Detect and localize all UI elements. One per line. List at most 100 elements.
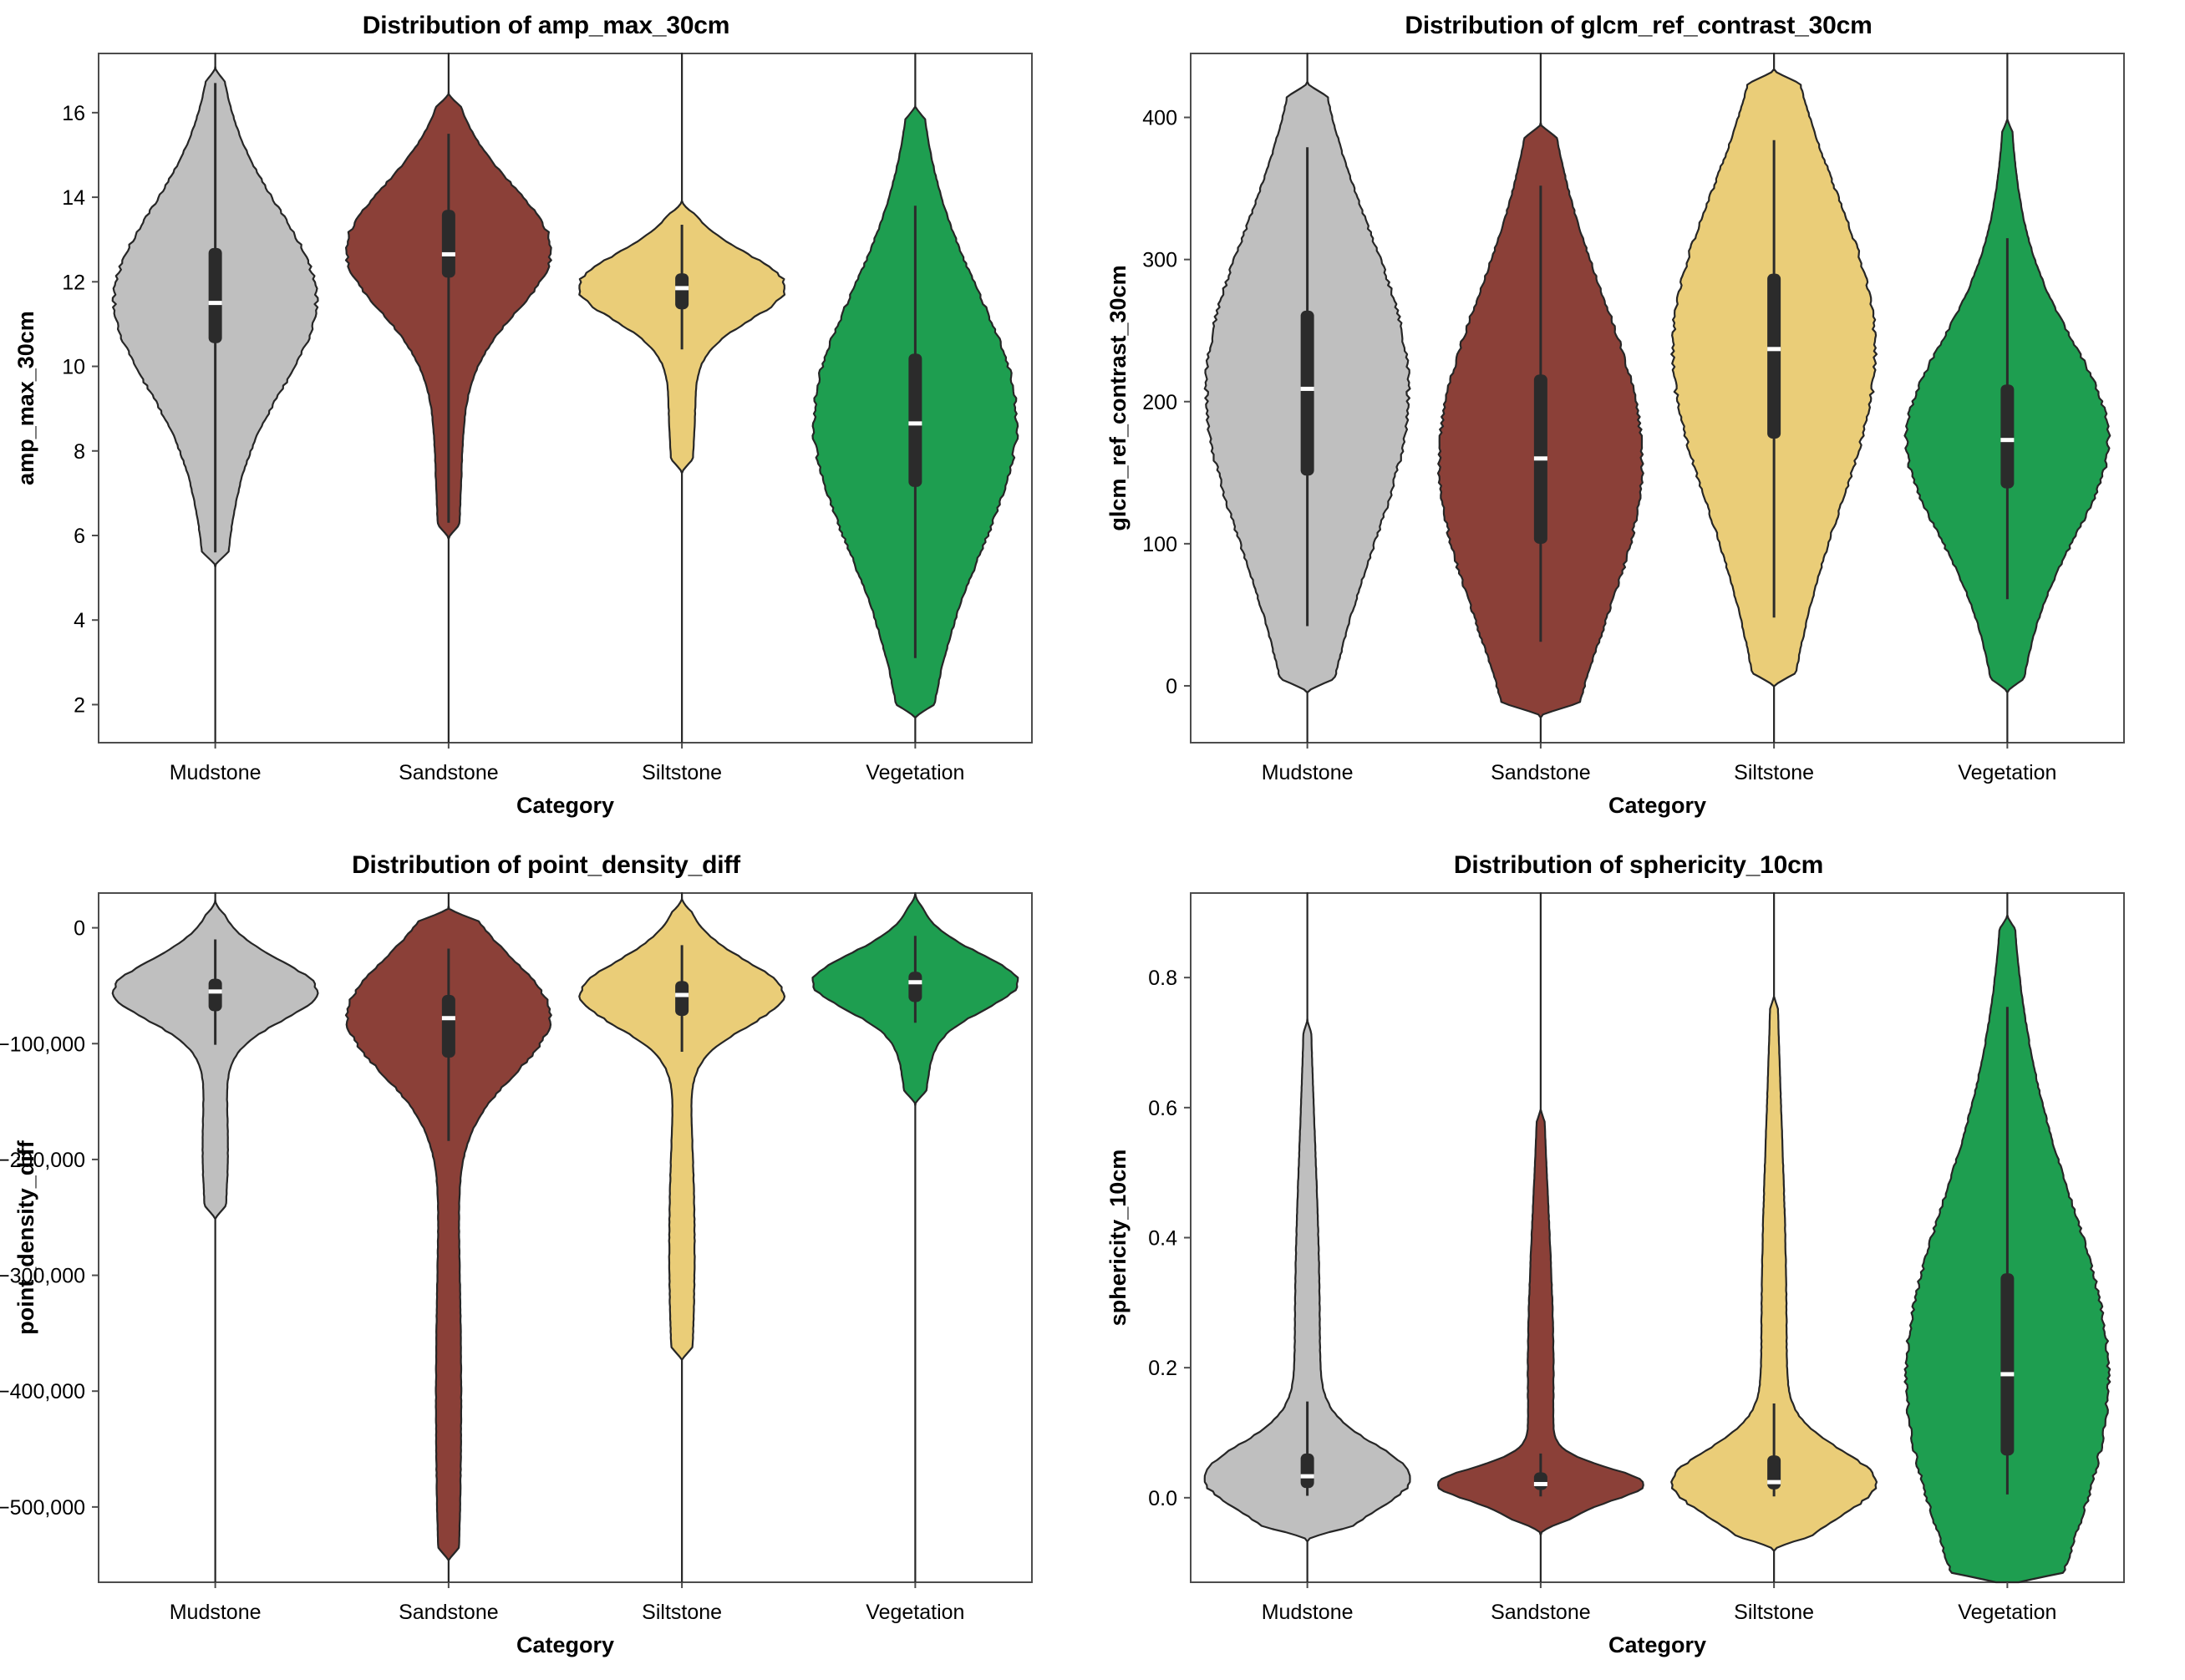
violin-mudstone [1203, 52, 1411, 744]
y-tick-label: 0.4 [1148, 1227, 1177, 1251]
violin-sandstone [344, 891, 552, 1584]
y-axis-label: amp_max_30cm [13, 311, 38, 485]
x-tick-label-sandstone: Sandstone [399, 761, 499, 784]
violin-siltstone [578, 52, 786, 744]
iqr-box [441, 995, 455, 1058]
y-axis-label: sphericity_10cm [1105, 1150, 1131, 1327]
violin-vegetation [811, 891, 1019, 1584]
median-marker [441, 1016, 455, 1021]
y-tick-label: 4 [74, 609, 85, 632]
panel-point-density-diff: Distribution of point_density_diff 0 −100… [0, 840, 1092, 1680]
median-marker [208, 989, 222, 994]
iqr-box [208, 978, 222, 1012]
violin-body [811, 891, 1019, 1584]
iqr-box [2000, 384, 2015, 489]
iqr-box [675, 981, 689, 1016]
median-marker [208, 301, 222, 306]
x-tick-label-mudstone: Mudstone [170, 1601, 262, 1624]
iqr-box [2000, 1273, 2015, 1456]
violin-body [1203, 891, 1411, 1584]
y-tick-label: 0.0 [1148, 1487, 1177, 1510]
x-axis-label: Category [1608, 793, 1706, 818]
y-tick-label: 2 [74, 693, 85, 717]
x-tick-label-mudstone: Mudstone [1262, 761, 1354, 784]
iqr-box [908, 972, 922, 1002]
x-tick-label-vegetation: Vegetation [1958, 1601, 2056, 1624]
median-marker [1533, 1481, 1547, 1486]
violin-siltstone [1670, 52, 1878, 744]
x-tick-label-siltstone: Siltstone [1734, 1601, 1814, 1624]
iqr-box [1767, 273, 1781, 439]
violin-sandstone [1436, 891, 1644, 1584]
median-marker [2000, 1372, 2015, 1377]
y-tick-label: 14 [62, 186, 85, 210]
y-tick-label: −500,000 [0, 1496, 85, 1520]
median-marker [1300, 386, 1314, 391]
y-tick-label: −400,000 [0, 1380, 85, 1403]
median-marker [2000, 438, 2015, 443]
violin-body [1670, 891, 1878, 1584]
median-marker [1300, 1474, 1314, 1479]
violin-vegetation [1903, 52, 2111, 744]
x-tick-label-vegetation: Vegetation [866, 761, 964, 784]
iqr-box [208, 247, 222, 343]
y-tick-label: 0.6 [1148, 1097, 1177, 1120]
y-tick-label: 8 [74, 440, 85, 464]
violin-mudstone [111, 52, 319, 744]
violin-sandstone [1436, 52, 1644, 744]
y-tick-label: 0 [1166, 675, 1177, 698]
violin-vegetation [811, 52, 1019, 744]
violin-vegetation [1903, 891, 2111, 1584]
x-axis-label: Category [1608, 1632, 1706, 1657]
x-tick-label-siltstone: Siltstone [642, 761, 722, 784]
violin-chart: 0 100 200 300 400 Mudstone Sandstone Siltstone V… [1105, 52, 2125, 818]
y-tick-label: 100 [1142, 533, 1177, 556]
x-tick-label-vegetation: Vegetation [866, 1601, 964, 1624]
panel-title: Distribution of point_density_diff [352, 851, 740, 879]
violin-sandstone [344, 52, 552, 744]
x-tick-label-mudstone: Mudstone [170, 761, 262, 784]
median-marker [1767, 347, 1781, 352]
panel-title: Distribution of glcm_ref_contrast_30cm [1405, 12, 1872, 39]
panel-sphericity-10cm: Distribution of sphericity_10cm 0.0 0.2 0.… [1092, 840, 2185, 1680]
x-tick-label-siltstone: Siltstone [1734, 761, 1814, 784]
x-axis-label: Category [516, 793, 614, 818]
panel-title: Distribution of sphericity_10cm [1453, 851, 1824, 879]
iqr-box [1300, 1453, 1314, 1489]
y-tick-label: 10 [62, 356, 85, 379]
iqr-box [1533, 1472, 1547, 1490]
y-tick-label: −200,000 [0, 1149, 85, 1172]
y-tick-label: 0.2 [1148, 1357, 1177, 1380]
violin-body [578, 891, 786, 1584]
violin-siltstone [578, 891, 786, 1584]
y-tick-label: 0.8 [1148, 967, 1177, 990]
violin-siltstone [1670, 891, 1878, 1584]
y-tick-label: 200 [1142, 391, 1177, 414]
iqr-box [675, 273, 689, 310]
violin-chart: 0 −100,000 −200,000 −300,000 −400,000 −500,00… [0, 891, 1033, 1657]
iqr-box [908, 353, 922, 487]
median-marker [1767, 1480, 1781, 1485]
panel-title: Distribution of amp_max_30cm [362, 12, 730, 39]
violin-chart: 0.0 0.2 0.4 0.6 0.8 Mudstone Sandstone Siltston… [1105, 891, 2125, 1657]
y-tick-label: 6 [74, 525, 85, 548]
violin-chart: 2 4 6 8 10 12 14 16 Mudstone Sandstone Siltstone Ve… [13, 52, 1033, 818]
median-marker [908, 980, 922, 985]
panel-glcm-ref-contrast-30cm: Distribution of glcm_ref_contrast_30cm 0… [1092, 0, 2185, 840]
violin-body [1436, 891, 1644, 1584]
y-axis-label: glcm_ref_contrast_30cm [1105, 265, 1131, 530]
y-tick-label: 0 [74, 917, 85, 941]
panel-amp-max-30cm: Distribution of amp_max_30cm 2 4 6 8 10 12 14 1… [0, 0, 1092, 840]
median-marker [675, 286, 689, 291]
x-tick-label-vegetation: Vegetation [1958, 761, 2056, 784]
x-tick-label-siltstone: Siltstone [642, 1601, 722, 1624]
violin-body [344, 891, 552, 1584]
y-tick-label: 300 [1142, 249, 1177, 272]
median-marker [908, 421, 922, 426]
median-marker [441, 251, 455, 256]
x-axis-label: Category [516, 1632, 614, 1657]
violin-mudstone [1203, 891, 1411, 1584]
x-tick-label-mudstone: Mudstone [1262, 1601, 1354, 1624]
violin-body [578, 52, 786, 744]
